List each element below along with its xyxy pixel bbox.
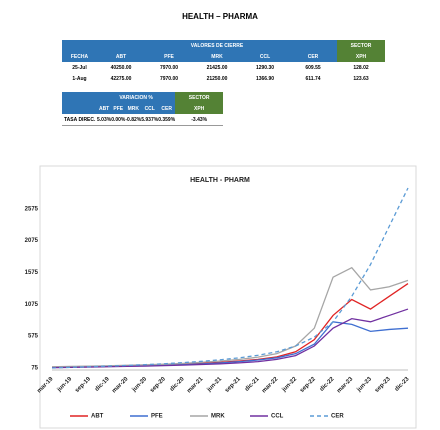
table-row: 25-Jul 40250.00 7970.00 21425.00 1290.30 609.… (62, 62, 385, 73)
table-cell: -0.82% (125, 116, 142, 123)
table-cell: 42275.00 (110, 75, 132, 82)
table-cell: ABT (97, 103, 112, 114)
table-cell: 1-Aug (72, 75, 87, 82)
table-cell: 123.63 (353, 75, 369, 82)
x-tick-label: dic-19 (94, 376, 111, 393)
table-cell: 611.74 (305, 75, 321, 82)
table-cell: SECTOR (337, 40, 385, 51)
variation-table: VARIACION % SECTOR ABT PFE MRK CCL CER XPH TASA … (62, 92, 224, 126)
x-tick-label: sep-21 (224, 376, 242, 394)
legend-label: CER (331, 414, 344, 420)
x-tick-label: mar-20 (111, 376, 130, 395)
table-row: ABT PFE MRK CCL CER XPH (62, 103, 224, 114)
table-cell: MRK (125, 103, 142, 114)
table-cell: PFE (111, 103, 126, 114)
chart: HEALTH - PHARM 75 575 1075 1575 2075 2575 mar-… (25, 165, 417, 429)
x-tick-label: dic-23 (394, 376, 411, 393)
table-row: TASA DIREC. 5.03% 0.00% -0.82% 5.937% 0.359% -… (62, 114, 224, 126)
table-cell: PFE (145, 51, 193, 62)
legend-label: CCL (271, 414, 284, 420)
table-cell: 25-Jul (72, 64, 87, 71)
table-cell: 5.937% (141, 116, 159, 123)
x-tick-label: jun-21 (206, 376, 224, 394)
legend-label: ABT (91, 414, 104, 420)
x-tick-label: dic-20 (169, 376, 186, 393)
table-cell: XPH (337, 51, 385, 62)
table-cell: 0.359% (158, 116, 176, 123)
table-cell: FECHA (62, 51, 97, 62)
x-tick-label: mar-22 (261, 376, 280, 395)
x-tick-label: dic-21 (244, 376, 261, 393)
table-cell: 21425.00 (206, 64, 228, 71)
table-cell: -3.43% (191, 116, 208, 123)
closing-table: VALORES DE CIERRE SECTOR FECHA ABT PFE MRK CCL… (62, 40, 385, 84)
x-tick-label: mar-21 (186, 376, 205, 395)
table-cell: XPH (175, 103, 224, 114)
table-cell: 5.03% (97, 116, 112, 123)
x-tick-label: sep-19 (74, 376, 92, 394)
table-row: FECHA ABT PFE MRK CCL CER XPH (62, 51, 385, 62)
table-row: 1-Aug 42275.00 7970.00 21250.00 1366.90 611.7… (62, 73, 385, 84)
table-cell: 7970.00 (159, 75, 179, 82)
legend-label: MRK (211, 414, 225, 420)
x-tick-label: dic-22 (319, 376, 336, 393)
x-tick-label: jun-23 (356, 376, 374, 394)
series-line (51, 266, 409, 368)
legend-label: PFE (151, 414, 163, 420)
page-title: HEALTH – PHARMA (182, 12, 258, 21)
y-tick-label: 575 (28, 334, 39, 340)
series-line (51, 187, 409, 369)
table-cell: CCL (241, 51, 289, 62)
table-cell (62, 92, 97, 103)
x-tick-label: mar-23 (336, 376, 355, 395)
table-cell: CER (289, 51, 337, 62)
table-cell: VARIACION % (97, 92, 176, 103)
chart-title: HEALTH - PHARM (190, 177, 250, 184)
table-cell: ABT (97, 51, 145, 62)
table-cell: 7970.00 (159, 64, 179, 71)
table-cell: 128.02 (353, 64, 369, 71)
table-cell (62, 103, 97, 114)
series-line (51, 308, 409, 369)
x-tick-label: mar-19 (36, 376, 55, 395)
x-tick-label: sep-22 (299, 376, 317, 394)
table-row: VARIACION % SECTOR (62, 92, 224, 103)
table-cell (62, 40, 97, 51)
table-cell: SECTOR (175, 92, 224, 103)
y-tick-label: 75 (31, 366, 38, 372)
y-tick-label: 2575 (25, 206, 39, 212)
table-cell: 0.00% (111, 116, 126, 123)
x-tick-label: sep-23 (374, 376, 392, 394)
x-tick-label: sep-20 (149, 376, 167, 394)
table-cell: 609.55 (305, 64, 321, 71)
table-cell: VALORES DE CIERRE (97, 40, 337, 51)
table-cell: CER (158, 103, 176, 114)
table-cell: 40250.00 (110, 64, 132, 71)
y-tick-label: 2075 (25, 238, 39, 244)
y-tick-label: 1075 (25, 302, 39, 308)
table-cell: 1290.30 (255, 64, 275, 71)
x-tick-label: jun-22 (281, 376, 299, 394)
table-cell: MRK (193, 51, 241, 62)
table-cell: 1366.90 (255, 75, 275, 82)
table-cell: TASA DIREC. (64, 116, 96, 123)
x-tick-label: jun-20 (131, 376, 149, 394)
table-cell: CCL (141, 103, 159, 114)
x-tick-label: jun-19 (56, 376, 74, 394)
table-row: VALORES DE CIERRE SECTOR (62, 40, 385, 51)
chart-frame (39, 165, 417, 429)
table-cell: 21250.00 (206, 75, 228, 82)
y-tick-label: 1575 (25, 270, 39, 276)
